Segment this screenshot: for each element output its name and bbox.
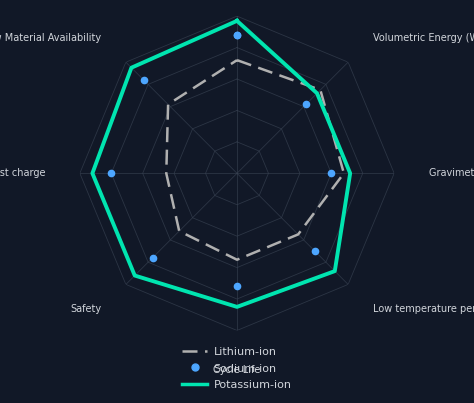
Text: Gravimetric Energy (Wh/kg): Gravimetric Energy (Wh/kg) <box>429 168 474 178</box>
Text: Fast charge: Fast charge <box>0 168 45 178</box>
Legend: Lithium-ion, Sodium-ion, Potassium-ion: Lithium-ion, Sodium-ion, Potassium-ion <box>179 343 295 393</box>
Text: Cycle Life: Cycle Life <box>213 365 261 375</box>
Text: Volumetric Energy (Wh/l): Volumetric Energy (Wh/l) <box>373 33 474 43</box>
Text: Safety: Safety <box>70 304 101 314</box>
Text: Raw Material Availability: Raw Material Availability <box>0 33 101 43</box>
Text: Low temperature performance: Low temperature performance <box>373 304 474 314</box>
